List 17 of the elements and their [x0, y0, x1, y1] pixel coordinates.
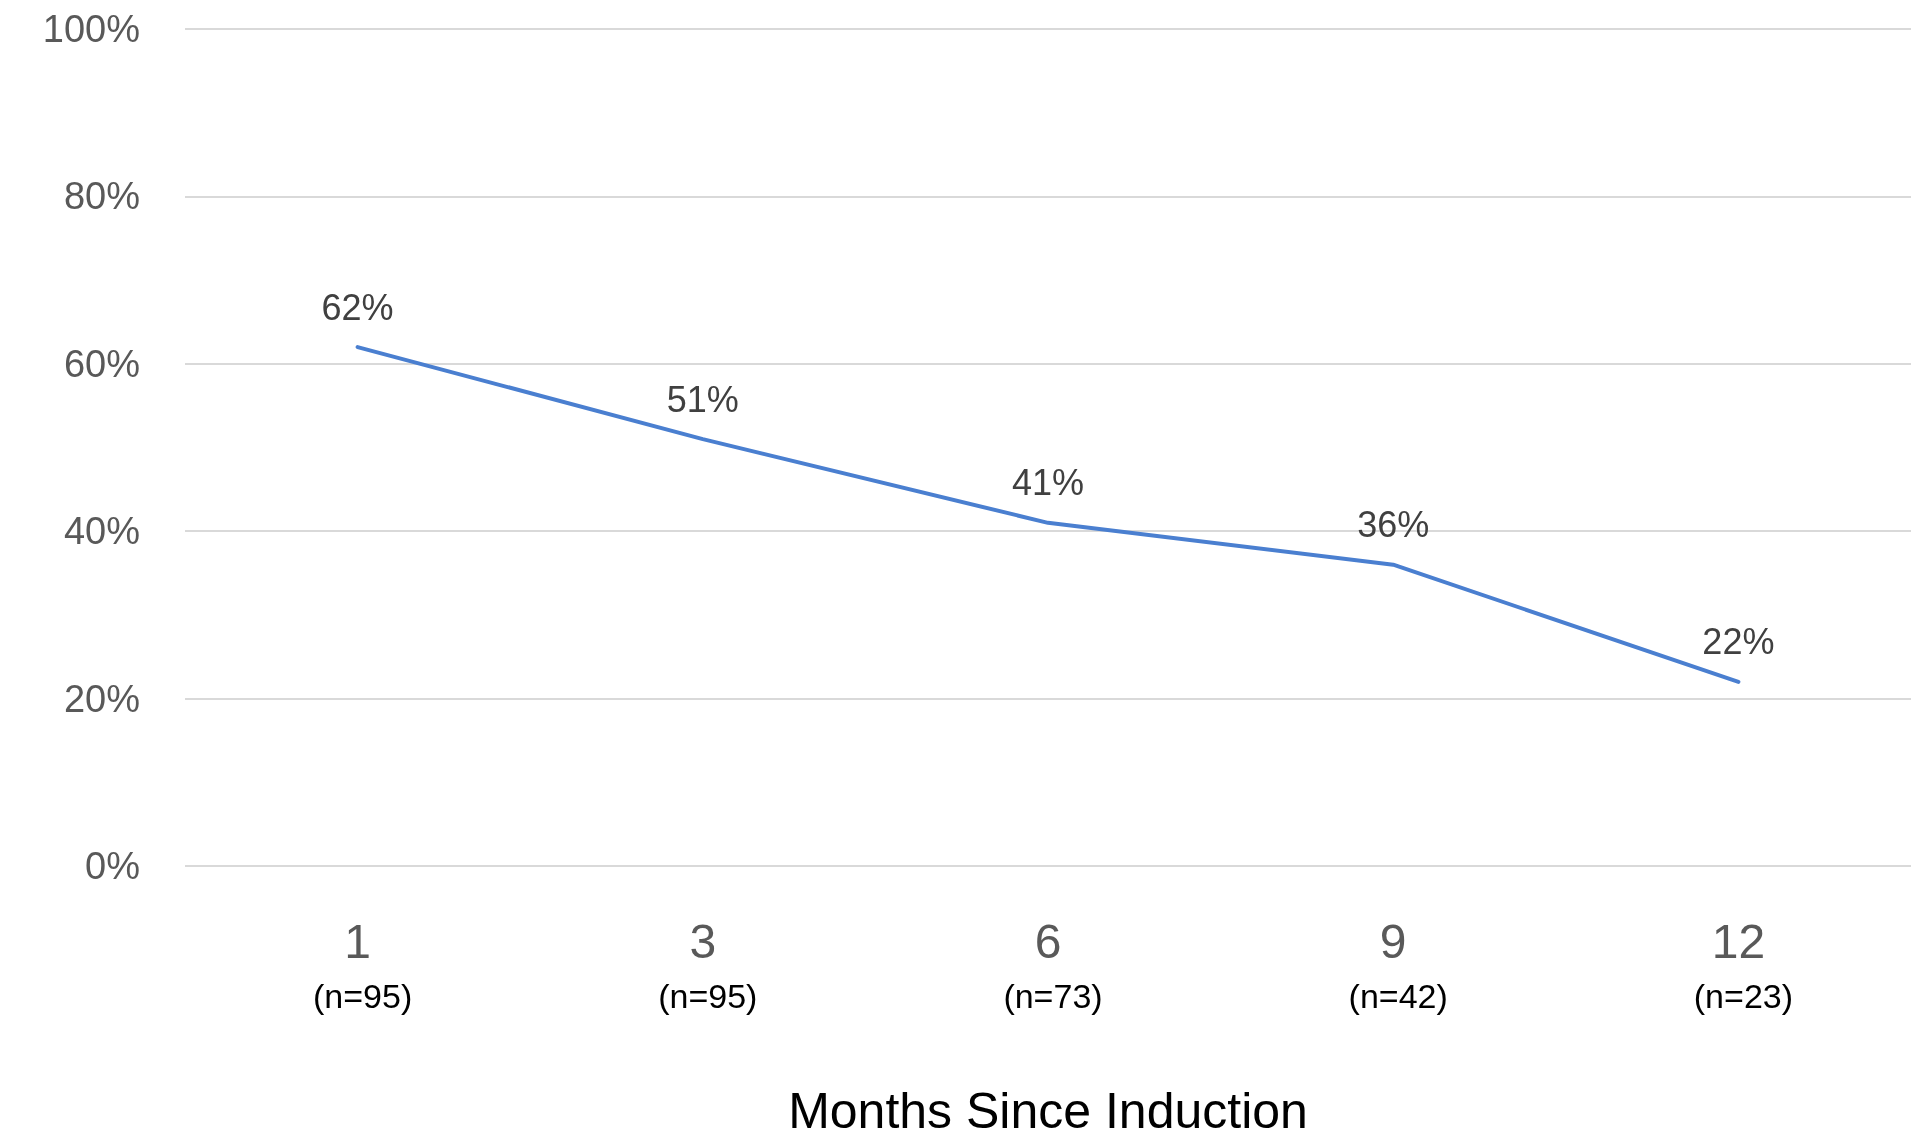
y-tick-label: 0% [85, 845, 140, 887]
x-tick-label: 9 (n=42) [1348, 914, 1448, 1015]
x-axis-title: Months Since Induction [788, 1083, 1308, 1139]
y-tick-label: 60% [63, 342, 140, 385]
x-tick-label: 12 (n=23) [1693, 914, 1794, 1015]
data-label: 62% [321, 286, 394, 328]
x-tick-label: 1 (n=95) [312, 914, 413, 1015]
y-tick-label: 20% [63, 677, 140, 720]
x-tick-label: 3 (n=95) [658, 914, 758, 1015]
y-tick-label: 100% [42, 8, 140, 50]
data-label: 41% [1011, 462, 1085, 504]
data-label: 36% [1357, 504, 1430, 546]
x-tick-label: 6 (n=73) [1003, 914, 1103, 1015]
y-tick-label: 40% [63, 510, 140, 553]
data-label: 51% [666, 378, 739, 420]
y-tick-label: 80% [63, 175, 140, 218]
data-label: 22% [1702, 621, 1775, 663]
